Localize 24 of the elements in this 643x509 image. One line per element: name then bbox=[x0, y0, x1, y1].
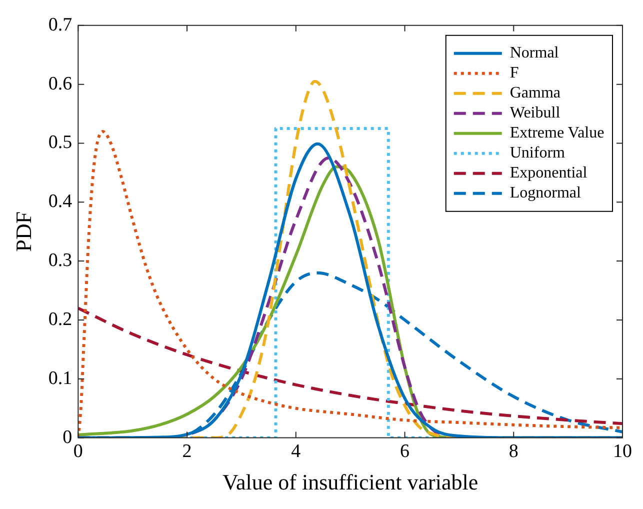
y-tick-label: 0.7 bbox=[48, 14, 72, 36]
legend-label: F bbox=[510, 64, 519, 82]
legend-label: Gamma bbox=[510, 84, 561, 102]
legend-label: Uniform bbox=[510, 144, 566, 162]
y-tick-label: 0.5 bbox=[48, 132, 72, 154]
legend-label: Normal bbox=[510, 44, 560, 62]
y-axis-title: PDF bbox=[10, 211, 36, 252]
x-tick-label: 10 bbox=[613, 441, 632, 462]
legend-label: Exponential bbox=[510, 164, 588, 182]
y-tick-label: 0.2 bbox=[48, 308, 72, 330]
x-tick-label: 8 bbox=[508, 441, 518, 462]
y-tick-label: 0 bbox=[62, 426, 72, 448]
line-series bbox=[78, 306, 622, 426]
x-tick-label: 4 bbox=[291, 441, 302, 462]
legend-label: Lognormal bbox=[510, 184, 582, 202]
y-tick-label: 0.3 bbox=[48, 250, 72, 272]
y-tick-label: 0.4 bbox=[48, 191, 73, 212]
y-tick-label: 0.1 bbox=[48, 368, 72, 389]
x-tick-label: 2 bbox=[182, 441, 192, 462]
legend-label: Extreme Value bbox=[510, 124, 604, 142]
legend-label: Weibull bbox=[510, 104, 561, 122]
y-tick-label: 0.6 bbox=[48, 73, 72, 94]
x-axis-title: Value of insufficient variable bbox=[222, 470, 478, 495]
x-tick-label: 6 bbox=[400, 441, 410, 462]
